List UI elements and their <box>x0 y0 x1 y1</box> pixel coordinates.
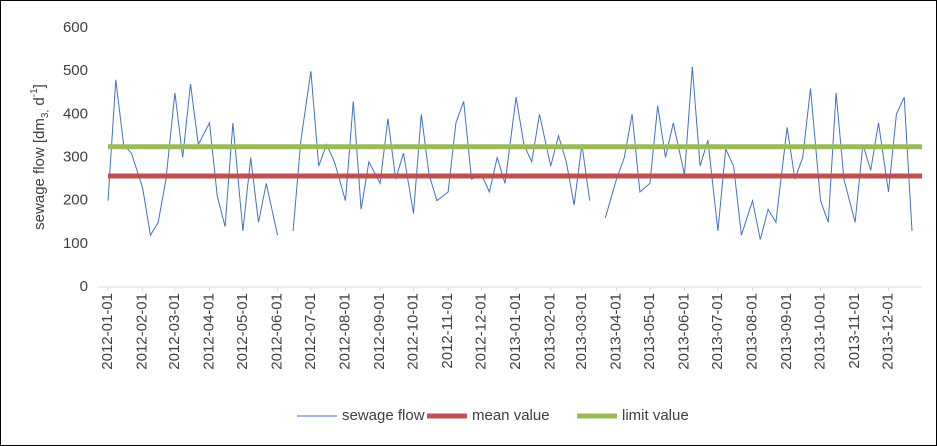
x-tick-label: 2012-11-01 <box>439 293 456 369</box>
x-tick-label: 2012-09-01 <box>371 293 388 370</box>
x-tick-label: 2012-06-01 <box>268 293 285 370</box>
y-tick-label: 200 <box>63 192 88 209</box>
x-tick-label: 2013-12-01 <box>880 293 897 370</box>
x-tick-label: 2013-02-01 <box>542 293 559 370</box>
x-tick-label: 2012-01-01 <box>99 293 116 370</box>
legend-label: limit value <box>622 407 689 424</box>
x-tick-label: 2013-01-01 <box>507 293 524 370</box>
y-tick-label: 400 <box>63 105 88 122</box>
legend-label: sewage flow <box>342 407 425 424</box>
x-tick-label: 2013-08-01 <box>743 293 760 370</box>
x-tick-label: 2013-10-01 <box>811 293 828 370</box>
x-tick-label: 2013-11-01 <box>846 293 863 369</box>
legend-label: mean value <box>472 407 550 424</box>
y-tick-label: 500 <box>63 62 88 79</box>
x-tick-label: 2012-08-01 <box>336 293 353 370</box>
x-tick-label: 2012-12-01 <box>473 293 490 370</box>
x-tick-label: 2012-02-01 <box>134 293 151 370</box>
x-tick-label: 2012-05-01 <box>234 293 251 370</box>
x-tick-label: 2013-07-01 <box>709 293 726 370</box>
y-tick-label: 100 <box>63 235 88 252</box>
x-tick-label: 2012-03-01 <box>166 293 183 370</box>
y-tick-label: 300 <box>63 148 88 165</box>
x-tick-label: 2012-10-01 <box>404 293 421 370</box>
x-tick-label: 2012-04-01 <box>200 293 217 370</box>
x-tick-label: 2013-09-01 <box>778 293 795 370</box>
x-tick-label: 2013-06-01 <box>675 293 692 370</box>
y-tick-label: 600 <box>63 19 88 36</box>
y-tick-label: 0 <box>80 278 88 295</box>
x-tick-label: 2013-03-01 <box>573 293 590 370</box>
x-tick-label: 2012-07-01 <box>302 293 319 370</box>
x-tick-label: 2013-04-01 <box>607 293 624 370</box>
y-axis-label: sewage flow [dm3, d-1] <box>29 84 51 230</box>
x-tick-label: 2013-05-01 <box>641 293 658 370</box>
